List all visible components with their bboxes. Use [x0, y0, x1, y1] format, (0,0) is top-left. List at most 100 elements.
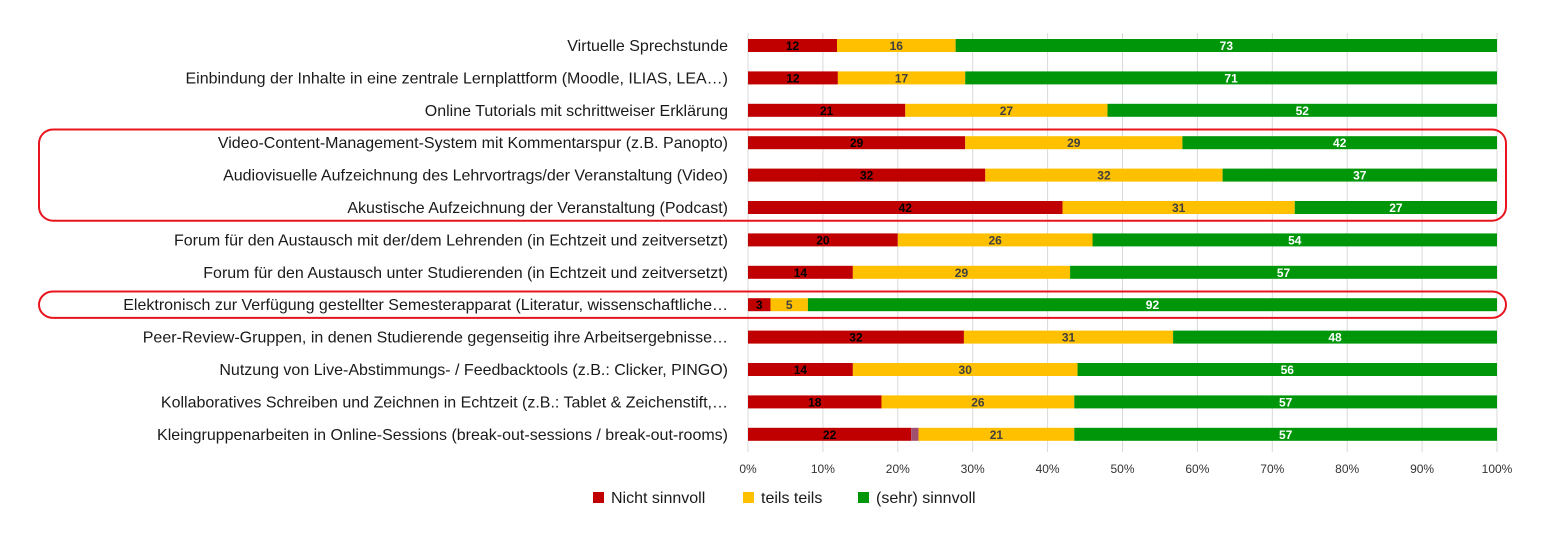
data-label: 52 [1296, 104, 1310, 118]
bar-segment [1074, 427, 1497, 441]
data-label: 27 [1000, 104, 1014, 118]
bar-segment [905, 103, 1108, 117]
category-label: Kleingruppenarbeiten in Online-Sessions … [157, 427, 728, 444]
bar-segment [748, 395, 882, 409]
x-tick-label: 60% [1185, 462, 1209, 476]
category-labels: Virtuelle Sprechstunde Einbindung der Inh… [123, 38, 728, 444]
bar-segment [955, 39, 1497, 52]
bar-segment [837, 71, 966, 85]
data-label: 16 [890, 39, 904, 53]
bar-segment [1062, 201, 1295, 214]
data-label: 21 [820, 104, 834, 118]
data-label: 17 [895, 71, 909, 85]
bars: 12 16 73 12 17 71 21 27 52 29 29 42 32 32 37 42 31 27 20 26… [748, 39, 1497, 442]
bar-segment [748, 168, 986, 182]
x-tick-label: 0% [739, 462, 757, 476]
bar-segment [748, 427, 912, 441]
data-label: 92 [1146, 298, 1160, 312]
bar-segment [807, 298, 1497, 312]
data-label: 37 [1353, 169, 1367, 183]
bar-segment [748, 330, 964, 344]
data-label: 12 [786, 71, 800, 85]
category-label: Elektronisch zur Verfügung gestellter Se… [123, 297, 728, 314]
data-label: 73 [1220, 39, 1234, 53]
data-label: 31 [1172, 201, 1186, 215]
data-label: 32 [860, 169, 874, 183]
legend-label: (sehr) sinnvoll [876, 490, 976, 507]
category-label: Peer-Review-Gruppen, in denen Studierend… [143, 330, 728, 347]
category-label: Einbindung der Inhalte in eine zentrale … [185, 70, 728, 87]
data-label: 57 [1279, 428, 1293, 442]
x-tick-label: 50% [1110, 462, 1134, 476]
data-label: 42 [899, 201, 913, 215]
bar-segment [1070, 265, 1497, 279]
data-label: 71 [1224, 71, 1238, 85]
data-label: 29 [1067, 136, 1081, 150]
data-label: 26 [971, 395, 985, 409]
bar-segment [965, 136, 1183, 150]
bar-segment [1074, 395, 1497, 409]
data-label: 14 [794, 363, 808, 377]
data-label: 31 [1062, 331, 1076, 345]
legend-label: teils teils [761, 490, 822, 507]
bar-segment [963, 330, 1174, 344]
x-tick-label: 10% [811, 462, 835, 476]
highlight-box [38, 128, 1507, 222]
data-label: 42 [1333, 136, 1347, 150]
legend-swatch [593, 492, 604, 503]
data-label: 14 [794, 266, 808, 280]
bar-segment [985, 168, 1223, 182]
data-label: 32 [1097, 169, 1111, 183]
bar-segment [748, 201, 1063, 214]
x-tick-label: 90% [1410, 462, 1434, 476]
bar-segment [748, 265, 853, 279]
data-label: 29 [955, 266, 969, 280]
bar-segment [748, 233, 898, 247]
data-label: 5 [786, 298, 793, 312]
bar-segment [748, 136, 966, 150]
bar-segment [897, 233, 1093, 247]
bar-segment [852, 265, 1071, 279]
legend: Nicht sinnvoll teils teils (sehr) sinnvoll [593, 490, 976, 507]
legend-swatch [743, 492, 754, 503]
bar-segment [748, 39, 837, 52]
data-label: 57 [1279, 395, 1293, 409]
data-label: 54 [1288, 233, 1302, 247]
category-label: Online Tutorials mit schrittweiser Erklä… [425, 103, 728, 120]
category-label: Virtuelle Sprechstunde [567, 38, 728, 55]
bar-segment [748, 363, 853, 376]
legend-label: Nicht sinnvoll [611, 490, 705, 507]
legend-swatch [858, 492, 869, 503]
data-label: 32 [849, 331, 863, 345]
data-label: 12 [786, 39, 800, 53]
bar-segment [1173, 330, 1497, 344]
x-axis-ticks: 0% 10% 20% 30% 40% 50% 60% 70% 80% 90% 100% [739, 462, 1512, 476]
data-label: 21 [990, 428, 1004, 442]
x-tick-label: 20% [886, 462, 910, 476]
bar-segment [748, 298, 771, 312]
category-label: Kollaboratives Schreiben und Zeichnen in… [161, 394, 728, 411]
category-label: Forum für den Austausch mit der/dem Lehr… [174, 232, 728, 249]
data-label: 56 [1281, 363, 1295, 377]
bar-segment [1222, 168, 1497, 182]
x-tick-label: 30% [961, 462, 985, 476]
category-label: Forum für den Austausch unter Studierend… [203, 265, 728, 282]
bar-segment [1077, 363, 1497, 376]
x-tick-label: 100% [1482, 462, 1513, 476]
bar-segment [748, 71, 838, 85]
x-tick-label: 70% [1260, 462, 1284, 476]
data-label: 18 [808, 395, 822, 409]
data-label: 20 [816, 233, 830, 247]
data-label: 27 [1389, 201, 1403, 215]
data-label: 30 [959, 363, 973, 377]
category-label: Akustische Aufzeichnung der Veranstaltun… [347, 200, 728, 217]
highlight-boxes [38, 128, 1507, 319]
bar-segment [881, 395, 1075, 409]
bar-segment [1182, 136, 1497, 150]
bar-segment [748, 103, 906, 117]
bar-segment [770, 298, 808, 312]
x-tick-label: 40% [1036, 462, 1060, 476]
x-tick-label: 80% [1335, 462, 1359, 476]
category-label: Video-Content-Management-System mit Komm… [218, 135, 728, 152]
data-label: 57 [1277, 266, 1291, 280]
